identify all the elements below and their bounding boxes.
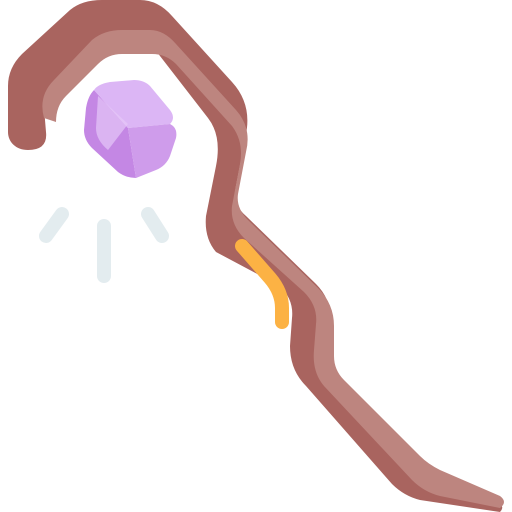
sparkle-left	[39, 207, 69, 243]
crystal-icon	[84, 80, 177, 178]
staff-wrap-icon	[235, 239, 289, 329]
crystal-highlight	[96, 96, 128, 150]
sparkle-right	[141, 207, 169, 243]
crystal-top-face	[94, 80, 173, 128]
sparkle-icon	[39, 207, 169, 283]
crystal-right-face	[128, 124, 177, 178]
staff-wrap	[235, 239, 289, 329]
